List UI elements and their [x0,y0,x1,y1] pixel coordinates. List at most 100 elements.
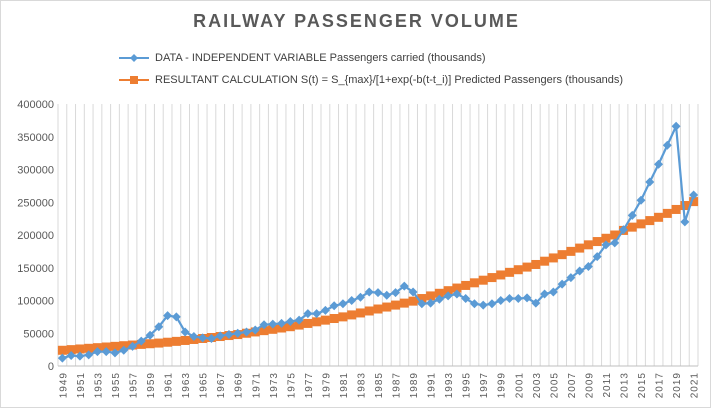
x-tick-label: 1967 [216,372,227,398]
data-point-diamond [364,287,374,297]
data-point-diamond [189,332,199,342]
data-point-square [75,344,85,354]
data-point-diamond [215,331,225,341]
data-point-diamond [505,294,515,304]
data-point-square [662,208,672,218]
x-tick-label: 2003 [532,372,543,398]
data-point-diamond [408,287,418,297]
y-tick-label: 0 [48,361,54,373]
x-tick-label: 1997 [479,372,490,398]
data-point-square [312,317,322,327]
data-point-square [654,212,664,222]
data-point-diamond [294,315,304,325]
data-point-square [145,339,155,349]
x-tick-label: 1957 [129,372,140,398]
data-point-diamond [426,298,436,308]
data-point-square [391,300,401,310]
data-point-diamond [496,296,506,305]
legend-marker-square-icon [119,76,149,84]
data-point-square [680,201,690,211]
x-tick-label: 2007 [567,372,578,398]
data-point-diamond [233,328,243,338]
data-point-diamond [548,287,558,297]
data-point-square [601,233,611,243]
x-tick-label: 1973 [269,372,280,398]
data-point-diamond [452,289,462,299]
data-point-square [671,204,681,214]
y-tick-label: 50000 [23,328,54,340]
x-tick-label: 1993 [444,372,455,398]
data-point-diamond [478,300,488,310]
data-point-diamond [110,348,120,358]
data-point-diamond [399,281,409,291]
data-point-square [119,341,129,351]
data-point-diamond [119,345,129,355]
data-point-square [557,250,567,260]
data-point-square [171,336,181,346]
data-point-diamond [434,294,444,304]
y-tick-label: 350000 [17,132,54,144]
y-tick-label: 200000 [17,230,54,242]
data-point-diamond [566,273,576,283]
data-point-diamond [206,333,216,343]
x-tick-label: 1963 [181,372,192,398]
x-tick-label: 1955 [111,372,122,398]
legend-item-prediction: RESULTANT CALCULATION S(t) = S_{max}/[1+… [119,74,623,86]
data-point-diamond [531,298,541,308]
data-point-square [338,312,348,322]
data-point-diamond [154,322,164,332]
legend-label-prediction: RESULTANT CALCULATION S(t) = S_{max}/[1+… [155,74,624,86]
x-tick-label: 1991 [427,372,438,398]
x-tick-label: 2001 [514,372,525,398]
data-point-diamond [338,299,348,309]
data-point-square [566,246,576,256]
x-tick-label: 2017 [655,372,666,398]
data-point-square [373,304,383,314]
data-point-diamond [610,238,620,248]
data-point-diamond [75,351,85,361]
data-point-square [505,267,515,277]
x-tick-label: 1977 [304,372,315,398]
data-point-square [303,318,313,328]
y-tick-label: 400000 [17,99,54,111]
data-point-diamond [557,279,567,289]
data-point-diamond [303,309,313,319]
data-point-square [110,341,120,351]
legend-marker-diamond-icon [119,54,149,62]
data-point-square [347,310,357,320]
data-point-diamond [618,225,628,235]
data-point-square [163,337,173,347]
data-point-square [548,253,558,263]
data-point-square [154,338,164,348]
data-point-diamond [636,195,646,205]
data-point-diamond [250,325,260,335]
data-point-square [320,315,330,325]
data-point-square [426,291,436,301]
x-tick-label: 1959 [146,372,157,398]
data-point-diamond [671,121,681,131]
x-tick-label: 1965 [199,372,210,398]
legend-item-data: DATA - INDEPENDENT VARIABLE Passengers c… [119,52,486,64]
data-point-diamond [645,177,655,187]
data-point-square [268,324,278,334]
data-point-square [592,237,602,247]
data-point-square [513,265,523,275]
data-point-diamond [347,296,357,305]
data-point-diamond [198,333,208,343]
x-tick-label: 1953 [93,372,104,398]
data-point-diamond [575,266,585,276]
data-point-diamond [66,351,76,361]
data-point-diamond [329,301,339,311]
x-tick-label: 1971 [251,372,262,398]
x-tick-label: 1951 [76,372,87,398]
data-point-diamond [57,353,67,363]
x-tick-label: 1985 [374,372,385,398]
data-point-diamond [469,299,479,309]
data-point-diamond [391,288,401,298]
x-tick-label: 1983 [356,372,367,398]
data-point-square [540,256,550,266]
data-point-diamond [373,288,383,298]
data-point-square [382,302,392,312]
data-point-square [277,323,287,333]
data-point-square [364,306,374,316]
